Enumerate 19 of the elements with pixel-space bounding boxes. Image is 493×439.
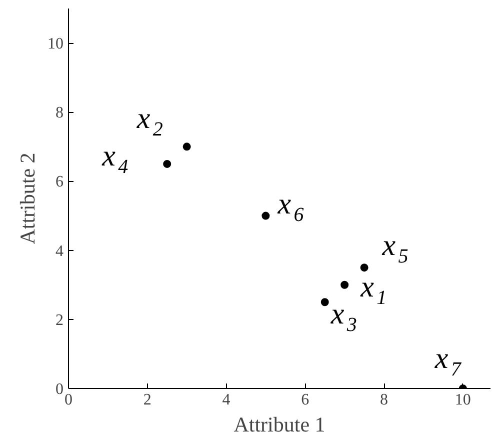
- y-tick-label: 8: [56, 104, 64, 122]
- point: [262, 212, 270, 220]
- y-tick-label: 2: [56, 312, 64, 329]
- point: [320, 298, 329, 306]
- x-tick-label: 10: [454, 392, 471, 408]
- x-tick-label: 2: [143, 392, 152, 408]
- y-tick-label: 6: [56, 174, 64, 191]
- y-tick-label: 10: [48, 36, 64, 53]
- x-tick-label: 4: [222, 392, 230, 408]
- x-tick-label: 6: [301, 392, 310, 408]
- point: [360, 264, 368, 272]
- point: [163, 160, 172, 168]
- point: [340, 280, 349, 289]
- x-tick-label: 8: [380, 392, 388, 408]
- y-axis-title: Attribute 2: [16, 152, 40, 244]
- y-tick-label: 0: [56, 381, 64, 398]
- point: [182, 142, 191, 151]
- x-axis-title: Attribute 1: [234, 412, 326, 436]
- y-tick-label: 4: [56, 242, 64, 260]
